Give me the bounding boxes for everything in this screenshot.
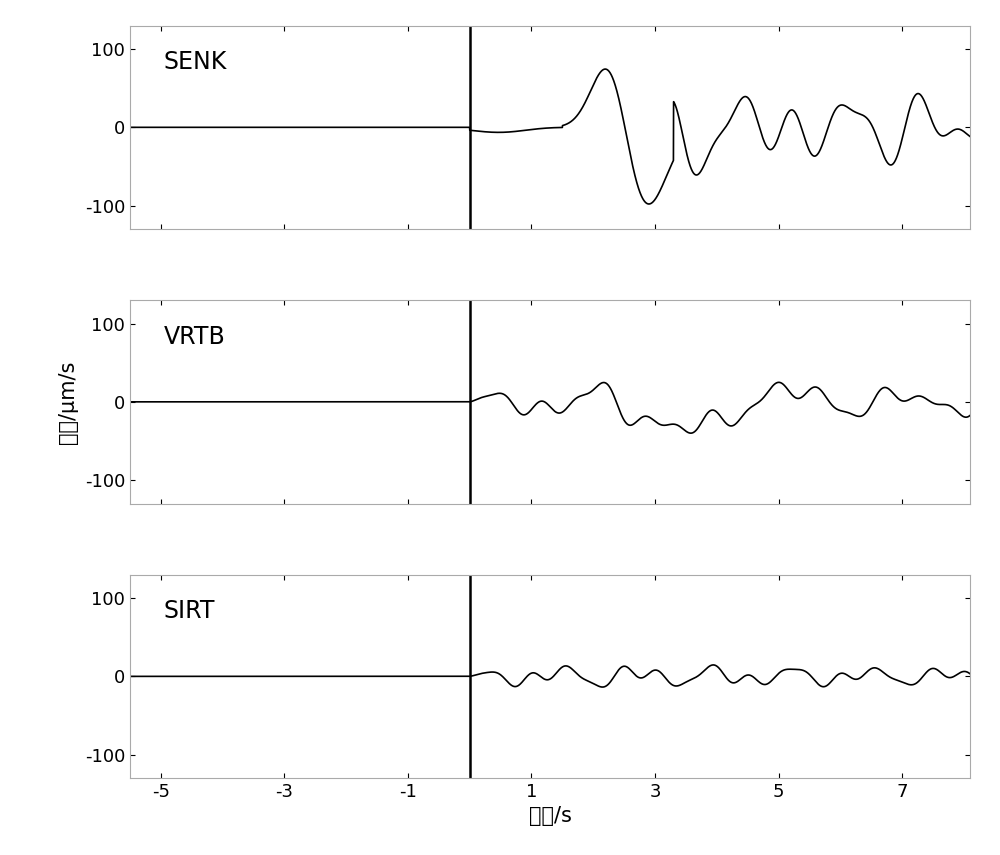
Text: VRTB: VRTB (164, 325, 225, 349)
Text: SIRT: SIRT (164, 599, 215, 623)
Text: SENK: SENK (164, 50, 227, 74)
X-axis label: 时间/s: 时间/s (529, 806, 571, 827)
Y-axis label: 幅値/μm/s: 幅値/μm/s (58, 360, 78, 444)
